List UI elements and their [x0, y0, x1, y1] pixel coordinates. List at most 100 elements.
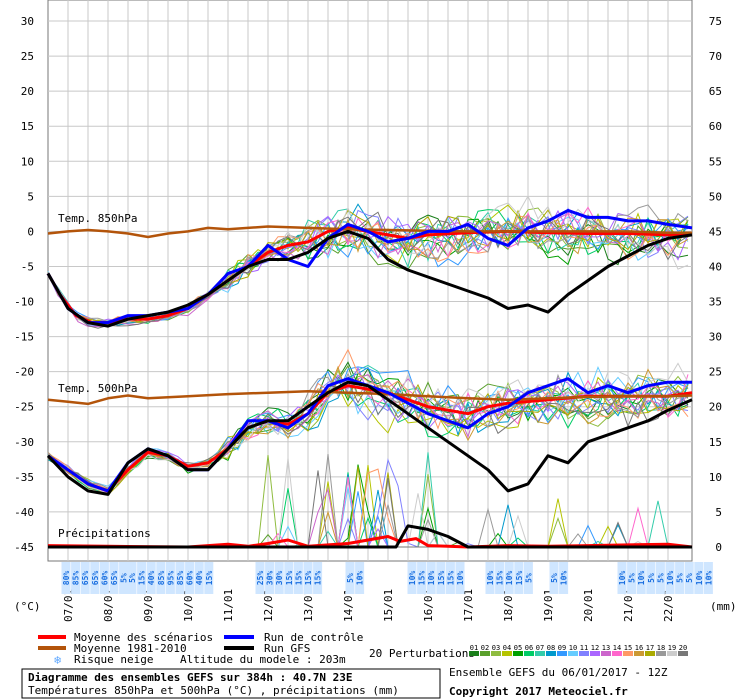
- perturbation-swatch: [535, 651, 545, 656]
- right-tick-label: 20: [709, 401, 722, 414]
- snow-risk-cell: [436, 562, 446, 594]
- snow-risk-label: 5%: [647, 573, 656, 583]
- snow-risk-label: 10%: [486, 571, 495, 586]
- date-tick-label: 19/01: [542, 589, 555, 622]
- snow-risk-cell: [655, 562, 665, 594]
- perturbation-swatch: [579, 651, 589, 656]
- right-tick-label: 35: [709, 296, 722, 309]
- snow-risk-label: 15%: [285, 571, 294, 586]
- snow-risk-cell: [284, 562, 294, 594]
- perturbation-number: 07: [536, 644, 544, 652]
- snow-risk-label: 5%: [676, 573, 685, 583]
- ensemble-member-line: [47, 216, 689, 326]
- series-line: [46, 229, 693, 328]
- snow-risk-label: 85%: [72, 571, 81, 586]
- snow-risk-label: 95%: [166, 571, 175, 586]
- perturbation-swatch: [656, 651, 666, 656]
- left-axis-unit: (°C): [14, 600, 41, 613]
- legend-perturbations-label: 20 Perturbations: [369, 647, 475, 660]
- perturbation-swatch: [546, 651, 556, 656]
- perturbation-swatch: [645, 651, 655, 656]
- snow-risk-cell: [617, 562, 627, 594]
- perturbation-number: 18: [657, 644, 665, 652]
- right-tick-label: 10: [709, 471, 722, 484]
- date-tick-label: 10/01: [182, 589, 195, 622]
- snow-risk-cell: [684, 562, 694, 594]
- perturbation-number: 03: [492, 644, 500, 652]
- footer-title: Diagramme des ensembles GEFS sur 384h : …: [28, 671, 353, 684]
- left-tick-label: -30: [14, 436, 34, 449]
- snow-risk-label: 10%: [618, 571, 627, 586]
- footer-run: Ensemble GEFS du 06/01/2017 - 12Z: [449, 666, 668, 679]
- legend-label-climatology: Moyenne 1981-2010: [74, 642, 187, 655]
- snow-risk-cell: [703, 562, 713, 594]
- plot-frame: [47, 0, 693, 562]
- perturbation-swatch: [601, 651, 611, 656]
- left-axis: 30 25 20 15 10 5 0 -5 -10 -15 -20 -25 -30 -35 -40 -45: [14, 15, 34, 554]
- left-tick-label: 30: [21, 15, 34, 28]
- right-tick-label: 75: [709, 15, 722, 28]
- snow-risk-label: 5%: [128, 573, 137, 583]
- footer-subtitle: Températures 850hPa et 500hPa (°C) , pré…: [28, 684, 399, 697]
- grid: [47, 0, 693, 562]
- snow-risk-cell: [156, 562, 166, 594]
- snow-risk-label: 5%: [685, 573, 694, 583]
- snow-risk-cell: [303, 562, 313, 594]
- snow-risk-cell: [504, 562, 514, 594]
- perturbation-number: 19: [668, 644, 676, 652]
- legend-label-control: Run de contrôle: [264, 631, 363, 644]
- right-tick-label: 65: [709, 85, 722, 98]
- snow-risk-label: 15%: [446, 571, 455, 586]
- snow-risk-cell: [119, 562, 129, 594]
- right-axis-unit: (mm): [710, 600, 737, 613]
- snow-risk-cell: [485, 562, 495, 594]
- perturbation-number: 20: [679, 644, 687, 652]
- snow-risk-label: 5%: [550, 573, 559, 583]
- snow-risk-label: 15%: [418, 571, 427, 586]
- perturbation-number: 17: [646, 644, 654, 652]
- snow-risk-label: 5%: [628, 573, 637, 583]
- snow-risk-label: 10%: [704, 571, 713, 586]
- snow-risk-cell: [426, 562, 436, 594]
- snow-risk-label: 5%: [656, 573, 665, 583]
- snow-risk-cell: [549, 562, 559, 594]
- perturbation-swatch: [469, 651, 479, 656]
- date-tick-label: 09/01: [142, 589, 155, 622]
- snow-risk-label: 10%: [408, 571, 417, 586]
- snow-risk-label: 5%: [524, 573, 533, 583]
- snow-risk-cell: [61, 562, 71, 594]
- date-tick-label: 12/01: [262, 589, 275, 622]
- snow-risk-label: 10%: [427, 571, 436, 586]
- snow-risk-label: 10%: [560, 571, 569, 586]
- snow-risk-label: 40%: [147, 571, 156, 586]
- label-temp-500: Temp. 500hPa: [58, 382, 137, 395]
- perturbation-swatch: [524, 651, 534, 656]
- series-line: [46, 380, 693, 496]
- perturbation-number: 02: [481, 644, 489, 652]
- snow-risk-cell: [523, 562, 533, 594]
- series-line: [47, 225, 692, 239]
- snow-risk-cell: [355, 562, 365, 594]
- right-tick-label: 45: [709, 225, 722, 238]
- snow-risk-label: 80%: [62, 571, 71, 586]
- snow-risk-label: 65%: [91, 571, 100, 586]
- right-tick-label: 25: [709, 366, 722, 379]
- snow-risk-label: 10%: [637, 571, 646, 586]
- footer-title-box: [21, 668, 441, 699]
- date-tick-label: 20/01: [582, 589, 595, 622]
- perturbation-number: 13: [602, 644, 610, 652]
- perturbation-swatch: [557, 651, 567, 656]
- perturbation-swatch: [590, 651, 600, 656]
- date-tick-label: 14/01: [342, 589, 355, 622]
- perturbation-swatch: [491, 651, 501, 656]
- snow-risk-cell: [445, 562, 455, 594]
- snowflake-icon: ❄: [54, 653, 61, 667]
- snow-risk-cell: [559, 562, 569, 594]
- snow-risk-label: 10%: [356, 571, 365, 586]
- snow-risk-label: 15%: [437, 571, 446, 586]
- right-tick-label: 30: [709, 331, 722, 344]
- left-tick-label: -10: [14, 296, 34, 309]
- left-tick-label: 5: [27, 190, 34, 203]
